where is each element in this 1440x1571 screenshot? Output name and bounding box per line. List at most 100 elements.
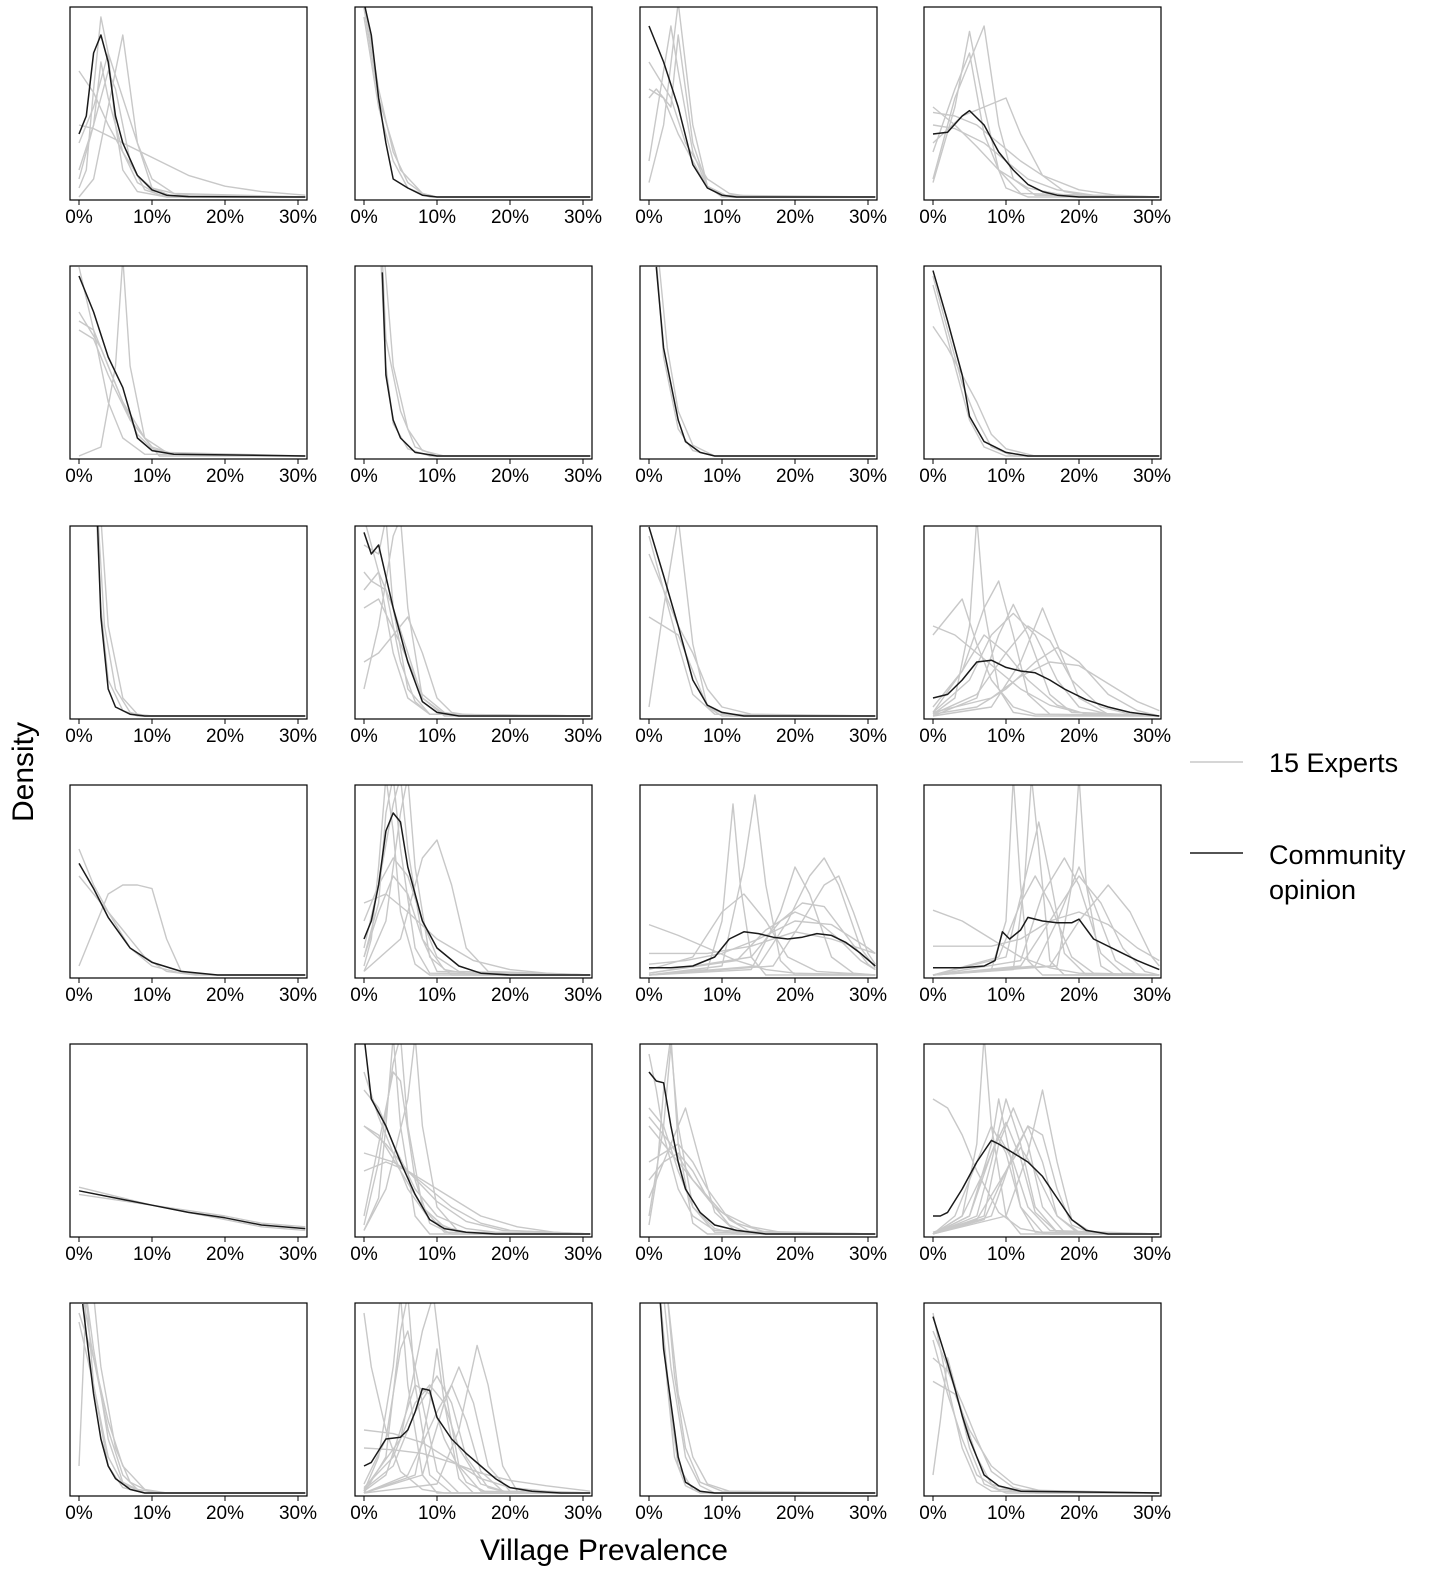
panel-series <box>932 25 1160 198</box>
x-tick-label: 10% <box>133 985 171 1006</box>
panel-series <box>932 526 1160 717</box>
x-tick-label: 10% <box>418 726 456 747</box>
x-tick-label: 30% <box>1133 726 1171 747</box>
expert-line-2 <box>648 526 876 717</box>
panel-2: 0% 10% 20% 30% <box>350 6 602 228</box>
expert-line-2 <box>363 16 591 198</box>
expert-line-8 <box>932 875 1160 976</box>
community-line <box>648 1071 876 1235</box>
panel-8: 0% 10% 20% 30% <box>919 265 1171 487</box>
panel-frame <box>923 1302 1162 1497</box>
expert-line-12 <box>363 1303 591 1494</box>
x-tick-label: 20% <box>1060 1244 1098 1265</box>
x-tick-label: 20% <box>1060 207 1098 228</box>
panel-frame <box>354 525 593 720</box>
expert-line-3 <box>100 526 306 717</box>
expert-line-2 <box>932 785 1160 976</box>
x-tick-label: 10% <box>418 985 456 1006</box>
expert-line-8 <box>932 607 1160 717</box>
x-tick-label: 0% <box>919 1503 947 1524</box>
x-tick-label: 30% <box>279 466 317 487</box>
expert-line-1 <box>932 1044 1160 1235</box>
x-tick-label: 10% <box>987 466 1025 487</box>
x-tick-label: 20% <box>776 1503 814 1524</box>
expert-line-2 <box>78 16 306 198</box>
x-tick-label: 20% <box>776 1244 814 1265</box>
x-tick-label: 20% <box>491 726 529 747</box>
x-tick-label: 10% <box>703 1503 741 1524</box>
x-tick-label: 0% <box>635 466 663 487</box>
expert-line-14 <box>363 1429 591 1494</box>
x-tick-label: 30% <box>849 1503 887 1524</box>
expert-line-6 <box>363 598 591 717</box>
panel-5: 0% 10% 20% 30% <box>65 265 317 487</box>
community-line <box>363 812 591 976</box>
panel-series <box>78 1186 306 1232</box>
expert-line-1 <box>932 1330 1160 1494</box>
x-tick-label: 20% <box>206 1503 244 1524</box>
expert-line-3 <box>78 124 306 196</box>
panel-series <box>648 794 876 976</box>
panel-series <box>363 785 591 976</box>
expert-line-4 <box>932 1089 1160 1235</box>
community-line <box>363 532 591 717</box>
expert-line-6 <box>363 1071 591 1235</box>
panel-series <box>96 526 306 717</box>
panel-frame <box>923 6 1162 201</box>
community-line <box>932 109 1160 198</box>
x-tick-label: 0% <box>65 985 93 1006</box>
panel-21: 0% 10% 20% 30% <box>65 1302 317 1524</box>
expert-line-1 <box>648 553 876 717</box>
expert-line-4 <box>78 1321 306 1494</box>
community-line <box>364 7 591 198</box>
expert-line-7 <box>363 1312 591 1494</box>
expert-line-4 <box>667 1303 876 1494</box>
x-tick-label: 20% <box>491 466 529 487</box>
panel-3: 0% 10% 20% 30% <box>635 6 887 228</box>
x-tick-label: 0% <box>65 1503 93 1524</box>
x-tick-label: 0% <box>350 726 378 747</box>
panel-24: 0% 10% 20% 30% <box>919 1302 1171 1524</box>
x-tick-label: 10% <box>703 207 741 228</box>
panel-20: 0% 10% 20% 30% <box>919 1043 1171 1265</box>
x-tick-label: 0% <box>65 1244 93 1265</box>
x-tick-label: 0% <box>919 207 947 228</box>
panel-series <box>932 270 1160 457</box>
panel-frame <box>69 525 308 720</box>
expert-line-6 <box>93 1303 306 1494</box>
x-tick-label: 30% <box>849 466 887 487</box>
panel-frame <box>639 265 878 460</box>
x-tick-label: 20% <box>491 207 529 228</box>
expert-line-11 <box>363 1330 591 1494</box>
expert-line-3 <box>932 1107 1160 1235</box>
x-tick-label: 10% <box>987 985 1025 1006</box>
expert-line-2 <box>363 785 591 976</box>
x-tick-label: 20% <box>776 985 814 1006</box>
expert-line-13 <box>363 1384 591 1494</box>
expert-line-3 <box>363 1348 591 1494</box>
expert-line-6 <box>932 52 1160 198</box>
x-tick-label: 20% <box>491 1244 529 1265</box>
legend-label-experts: 15 Experts <box>1269 748 1398 778</box>
expert-line-4 <box>363 1366 591 1494</box>
expert-line-4 <box>78 266 306 457</box>
x-tick-label: 10% <box>418 1244 456 1265</box>
expert-line-5 <box>363 1044 591 1235</box>
panel-22: 0% 10% 20% 30% <box>350 1302 602 1524</box>
expert-line-2 <box>78 884 306 976</box>
expert-line-3 <box>648 34 876 198</box>
expert-line-1 <box>78 848 306 976</box>
panel-series <box>648 7 876 198</box>
expert-line-4 <box>648 1143 876 1235</box>
panel-series <box>363 7 591 198</box>
x-tick-label: 20% <box>776 726 814 747</box>
expert-line-7 <box>648 1116 876 1235</box>
x-tick-label: 20% <box>1060 985 1098 1006</box>
expert-line-1 <box>932 326 1160 457</box>
x-tick-label: 30% <box>564 985 602 1006</box>
x-tick-label: 10% <box>703 466 741 487</box>
community-line <box>933 916 1160 971</box>
expert-line-2 <box>97 526 306 717</box>
panel-6: 0% 10% 20% 30% <box>350 265 602 487</box>
expert-line-8 <box>648 911 876 974</box>
